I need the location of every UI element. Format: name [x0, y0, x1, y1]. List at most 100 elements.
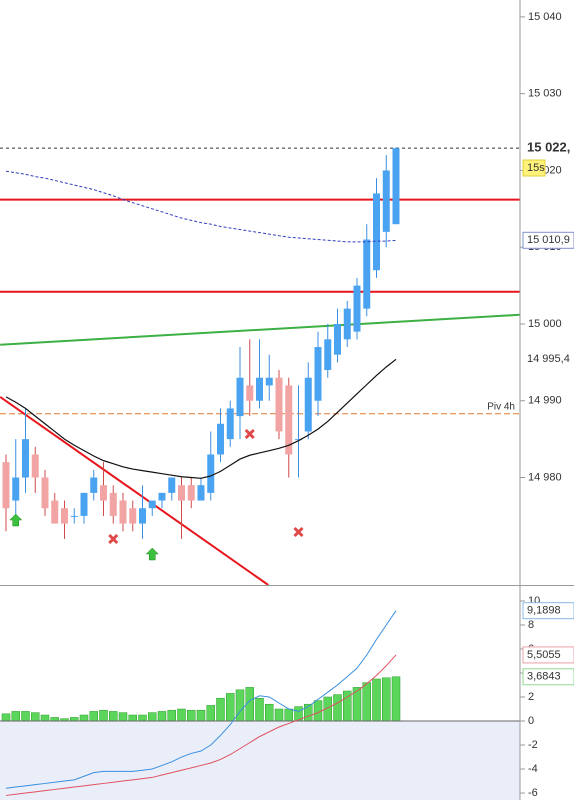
candle-body	[324, 339, 332, 371]
macd-tick-label: 0	[528, 715, 534, 727]
price-tags: 15 022, 15s 15 010,9 14 995,4 9,1898 5,5055 3,…	[522, 140, 574, 686]
candle-body	[41, 477, 49, 509]
macd-bar	[79, 714, 89, 722]
macd-bar	[40, 714, 50, 722]
macd-bar	[21, 711, 30, 722]
macd-bar	[109, 711, 118, 722]
macd-bar	[333, 694, 342, 722]
macd-bar	[138, 714, 147, 722]
macd-bar	[118, 712, 128, 722]
macd-bar	[255, 697, 264, 722]
macd-bar	[1, 713, 11, 722]
price-tag: 14 995,4	[527, 353, 570, 365]
price-tag: 5,5055	[527, 649, 561, 661]
candle-body	[51, 500, 59, 524]
candle-body	[109, 492, 117, 516]
price-tag: 15 010,9	[527, 234, 570, 246]
candle-body	[12, 477, 20, 501]
buy-signal	[145, 547, 159, 561]
macd-bar	[196, 709, 206, 722]
sell-signal	[293, 526, 304, 538]
macd-bar	[157, 711, 167, 722]
price-tag-box	[522, 231, 574, 249]
macd-tick-label: -6	[528, 787, 538, 799]
sell-signal	[244, 428, 255, 440]
price-panel: Piv 4h	[0, 147, 520, 585]
candle-body	[256, 377, 263, 401]
y-tick-label: 14 980	[528, 471, 562, 483]
candle-body	[2, 462, 10, 509]
candle-body	[295, 439, 302, 441]
candle-body	[246, 385, 254, 401]
candle-body	[314, 347, 322, 401]
macd-bar	[89, 711, 98, 722]
macd-bar	[206, 705, 215, 722]
macd-bar	[50, 717, 59, 722]
candle-body	[119, 500, 127, 524]
macd-tick-label: 2	[528, 691, 534, 703]
price-tag-box	[523, 351, 574, 368]
macd-bar	[11, 711, 20, 722]
price-tag-box	[522, 602, 574, 620]
candle-body	[265, 377, 273, 386]
trendline	[0, 396, 269, 585]
macd-bar	[284, 708, 293, 722]
buy-signal	[9, 513, 23, 527]
candle-body	[100, 485, 107, 501]
sell-signal	[108, 533, 119, 545]
candle-body	[236, 377, 244, 417]
candle-body	[90, 477, 98, 493]
macd-tick-label: 8	[528, 619, 534, 631]
candle-body	[139, 508, 146, 524]
candle-body	[373, 193, 380, 271]
macd-bar	[177, 708, 186, 722]
candle-body	[31, 454, 39, 478]
macd-bar	[382, 677, 391, 722]
macd-panel	[0, 610, 520, 800]
price-tag: 9,1898	[527, 605, 561, 617]
candle-body	[343, 308, 351, 340]
candle-body	[158, 492, 166, 501]
macd-bar	[226, 693, 235, 722]
candle-body	[197, 485, 205, 501]
macd-bar	[187, 709, 196, 722]
candle-body	[207, 454, 215, 493]
macd-bar	[216, 697, 225, 722]
trendline	[0, 313, 520, 346]
macd-bar	[70, 717, 79, 722]
candle-body	[22, 439, 29, 478]
candle-body	[285, 385, 293, 455]
macd-bar	[372, 678, 381, 722]
y-tick-label: 14 990	[528, 395, 562, 407]
macd-bar	[391, 676, 401, 722]
macd-bar	[167, 709, 176, 722]
candle-body	[187, 485, 195, 501]
y-tick-label: 15 030	[528, 88, 562, 100]
price-tag-box	[522, 646, 574, 664]
moving-average	[5, 358, 397, 479]
macd-bar	[274, 708, 284, 722]
candle-body	[61, 508, 68, 524]
macd-tick-label: -4	[528, 763, 538, 775]
macd-tick-label: -2	[528, 739, 538, 751]
candle-body	[353, 285, 361, 332]
macd-bar	[148, 712, 157, 722]
candle-body	[334, 323, 341, 355]
candle-body	[178, 485, 185, 501]
pivot-label: Piv 4h	[487, 401, 515, 412]
candle-body	[148, 500, 156, 509]
macd-bar	[235, 689, 245, 722]
timer: 15s	[527, 162, 545, 174]
macd-bar	[362, 682, 371, 722]
candle-body	[168, 477, 176, 493]
macd-line	[5, 610, 397, 789]
candle-body	[80, 492, 88, 516]
candle-body	[382, 170, 390, 232]
candle-body	[363, 239, 371, 309]
price-tag: 15 022,	[527, 140, 570, 155]
timer-box	[522, 159, 546, 177]
macd-bar	[31, 712, 40, 722]
candle-body	[70, 515, 78, 517]
y-tick-label: 15 000	[528, 318, 562, 330]
negative-zone	[0, 721, 520, 800]
